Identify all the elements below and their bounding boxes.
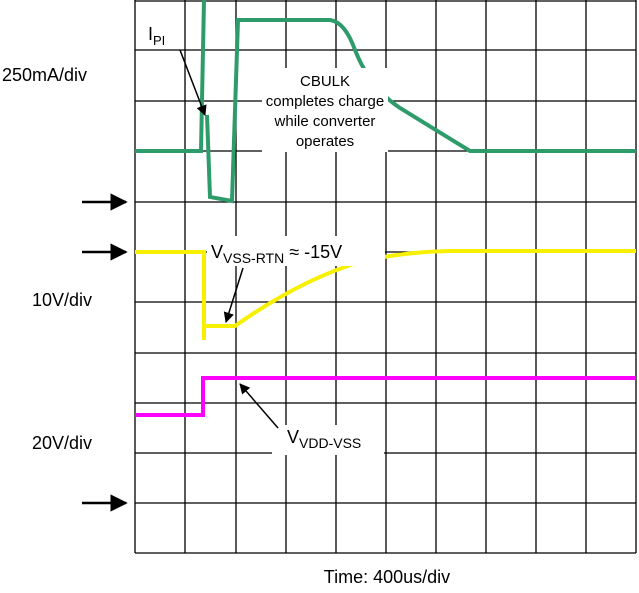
vss-main: V	[211, 242, 223, 262]
vss-label: VVSS-RTN ≈ -15V	[211, 242, 342, 266]
ipi-sub: PI	[153, 33, 165, 48]
ipi-label: IPI	[148, 24, 165, 48]
vss-scale: 10V/div	[32, 290, 92, 310]
vdd-scale: 20V/div	[32, 433, 92, 453]
vdd-main: V	[287, 427, 299, 447]
time-scale: Time: 400us/div	[324, 567, 450, 587]
vdd-vss-trace	[135, 376, 636, 417]
vdd-sub: VDD-VSS	[299, 435, 361, 451]
current-scale: 250mA/div	[2, 65, 87, 85]
ipi-main: I	[148, 24, 153, 44]
vdd-label: VVDD-VSS	[287, 427, 361, 451]
cbulk-line: operates	[296, 133, 354, 150]
cbulk-box	[262, 68, 388, 152]
cbulk-line: while converter	[274, 113, 376, 130]
cbulk-line: CBULK	[300, 73, 350, 90]
vss-suffix: ≈ -15V	[284, 242, 342, 262]
cbulk-line: completes charge	[266, 93, 384, 110]
ipi-trace	[135, 0, 636, 204]
vss-sub: VSS-RTN	[223, 250, 284, 266]
reference-arrows	[82, 193, 128, 512]
pointer-arrows	[179, 49, 279, 429]
vdd-label-bg	[272, 425, 384, 455]
vss-label-bg	[207, 236, 385, 266]
